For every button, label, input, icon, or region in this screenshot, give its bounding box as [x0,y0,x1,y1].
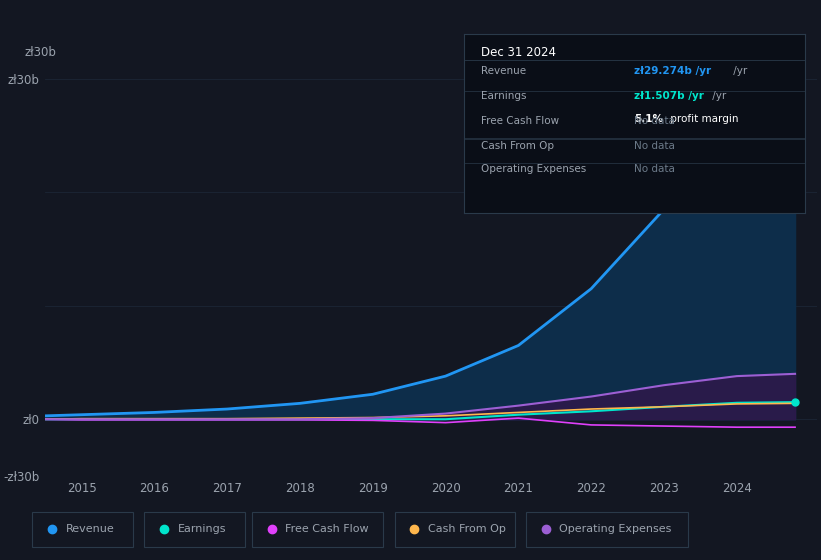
Text: Free Cash Flow: Free Cash Flow [286,524,369,534]
Text: Revenue: Revenue [481,66,526,76]
Text: /yr: /yr [730,66,747,76]
Text: Operating Expenses: Operating Expenses [481,165,586,174]
Text: Free Cash Flow: Free Cash Flow [481,116,559,126]
Text: No data: No data [635,116,675,126]
Text: Earnings: Earnings [177,524,226,534]
Text: No data: No data [635,165,675,174]
Bar [252,512,383,547]
Text: No data: No data [635,141,675,151]
Text: /yr: /yr [709,91,727,101]
Text: Operating Expenses: Operating Expenses [559,524,672,534]
Text: zł30b: zł30b [25,46,57,59]
Text: 5.1%: 5.1% [635,114,663,124]
Text: profit margin: profit margin [667,114,739,124]
Bar [144,512,245,547]
Text: zł1.507b /yr: zł1.507b /yr [635,91,704,101]
Text: Dec 31 2024: Dec 31 2024 [481,46,556,59]
Text: Revenue: Revenue [66,524,114,534]
Text: Cash From Op: Cash From Op [429,524,506,534]
Text: Cash From Op: Cash From Op [481,141,554,151]
Bar [526,512,688,547]
Bar [395,512,515,547]
Bar [32,512,133,547]
Text: Earnings: Earnings [481,91,526,101]
Text: zł29.274b /yr: zł29.274b /yr [635,66,711,76]
